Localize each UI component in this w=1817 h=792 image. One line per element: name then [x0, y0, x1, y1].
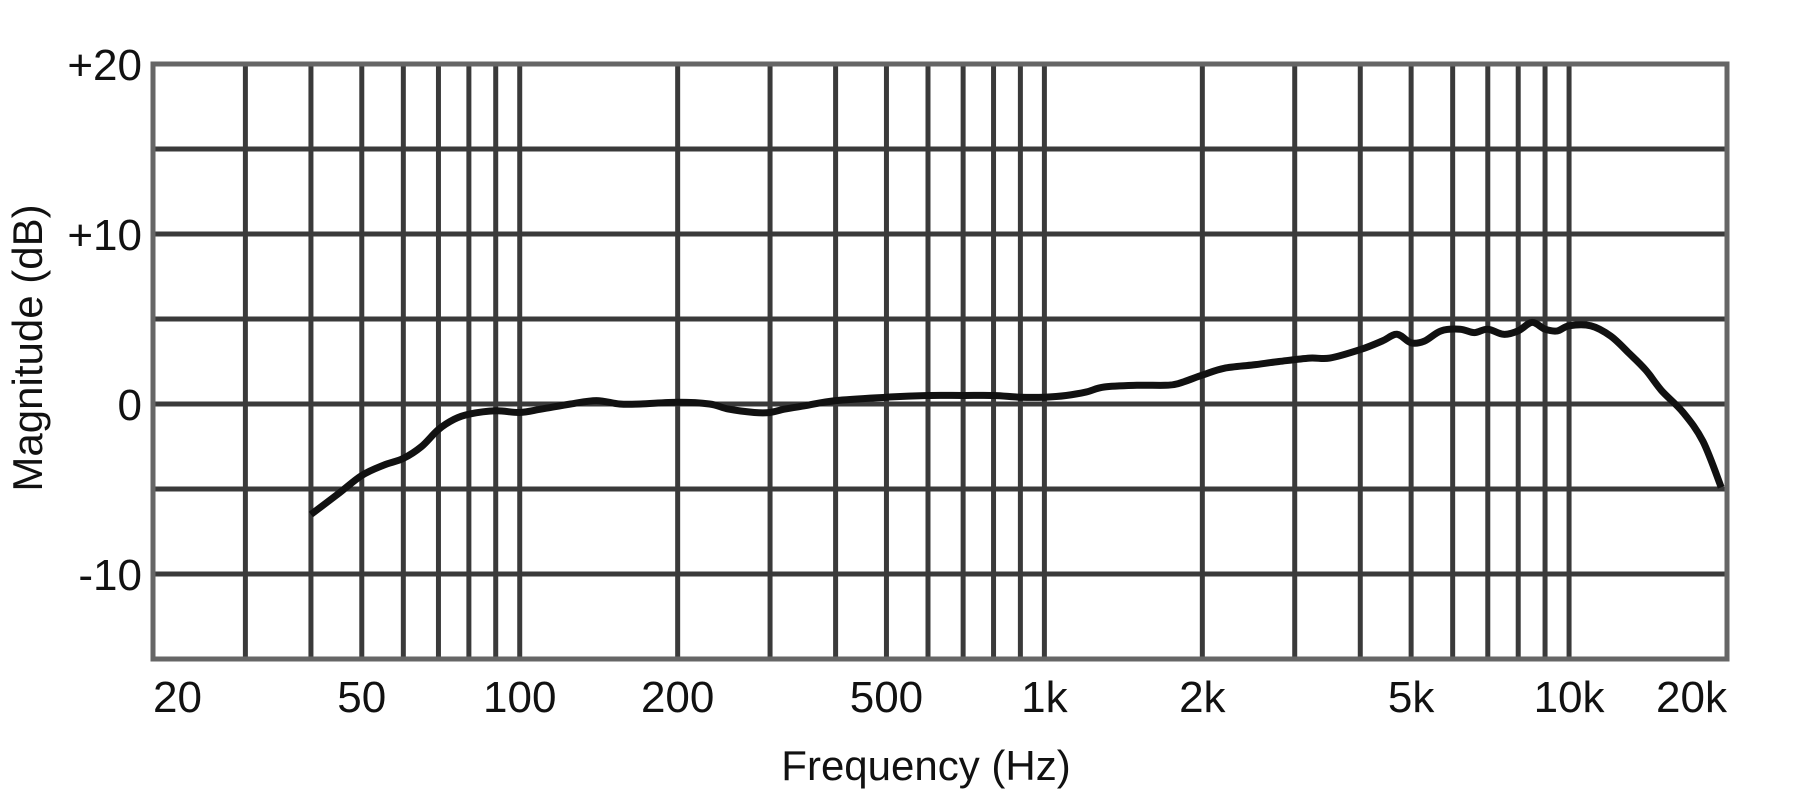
x-tick-label: 500 [850, 673, 923, 722]
y-tick-label: +20 [67, 41, 142, 90]
x-tick-label: 50 [337, 673, 386, 722]
y-gridlines [153, 146, 1727, 577]
x-tick-labels: 20 50 100 200 500 1k 2k 5k 10k 20k [153, 673, 1728, 722]
y-tick-labels: +20 +10 0 -10 [67, 41, 142, 600]
x-tick-label: 10k [1534, 673, 1606, 722]
x-tick-label: 1k [1021, 673, 1068, 722]
x-tick-label: 5k [1388, 673, 1435, 722]
x-tick-label: 2k [1179, 673, 1226, 722]
y-tick-label: 0 [118, 381, 142, 430]
y-tick-label: -10 [78, 551, 142, 600]
x-tick-label: 200 [641, 673, 714, 722]
x-tick-label: 20 [153, 673, 202, 722]
x-tick-label: 100 [483, 673, 556, 722]
response-curve [308, 318, 1725, 518]
y-axis-title: Magnitude (dB) [4, 204, 51, 491]
y-tick-label: +10 [67, 211, 142, 260]
x-axis-title: Frequency (Hz) [781, 742, 1070, 789]
plot-background [153, 64, 1727, 659]
x-tick-label: 20k [1656, 673, 1728, 722]
plot-frame [150, 61, 1730, 662]
